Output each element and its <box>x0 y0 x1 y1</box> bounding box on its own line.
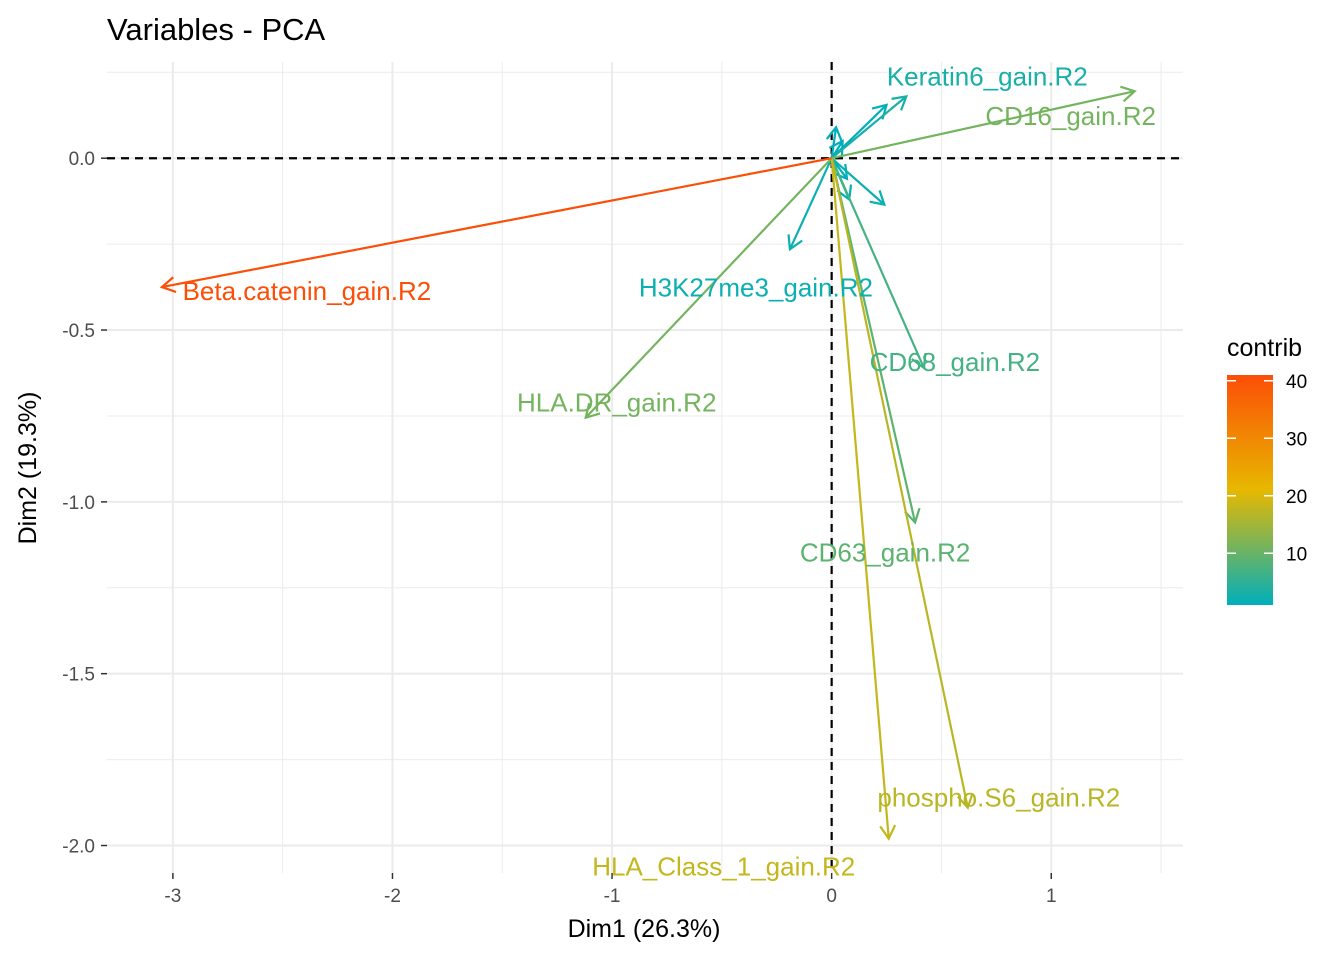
variable-arrowhead <box>904 507 921 525</box>
reference-lines <box>107 62 1183 873</box>
legend-tick-label: 10 <box>1286 544 1307 565</box>
x-axis-title: Dim1 (26.3%) <box>568 915 721 943</box>
variable-label: H3K27me3_gain.R2 <box>639 272 873 302</box>
variable-arrowhead <box>879 824 897 841</box>
contrib-legend: contrib 40 30 20 10 <box>1227 334 1307 605</box>
variable-arrowhead <box>869 190 887 207</box>
variable-label: Beta.catenin_gain.R2 <box>183 276 432 306</box>
legend-tick-label: 20 <box>1286 487 1307 508</box>
variable-label: Keratin6_gain.R2 <box>887 61 1088 91</box>
variable-arrowhead <box>911 352 927 370</box>
variable-label: phospho.S6_gain.R2 <box>877 783 1120 813</box>
x-tick-label: -2 <box>384 886 401 907</box>
variable-arrow <box>788 157 833 250</box>
variable-arrow <box>161 157 832 289</box>
variable-arrows <box>159 85 1137 841</box>
variable-arrowhead <box>825 125 843 142</box>
variable-labels: Beta.catenin_gain.R2 Keratin6_gain.R2 CD16… <box>183 61 1156 881</box>
variable-arrow <box>830 95 908 160</box>
variable-arrowhead <box>956 793 974 810</box>
axis-ticks: -3 -2 -1 0 1 0.0 -0.5 -1.0 -1.5 -2.0 <box>62 149 1056 907</box>
variable-arrow <box>830 157 886 206</box>
legend-colorbar <box>1227 375 1273 605</box>
x-tick-label: -3 <box>164 886 181 907</box>
variable-arrow <box>831 90 1135 160</box>
variable-arrowhead <box>828 139 844 157</box>
variable-arrowhead <box>1120 85 1137 103</box>
y-tick-label: -0.5 <box>62 321 95 342</box>
variable-arrow <box>830 158 890 839</box>
variable-label: HLA.DR_gain.R2 <box>517 388 716 418</box>
legend-tick-label: 30 <box>1286 429 1307 450</box>
chart-title: Variables - PCA <box>107 12 326 47</box>
y-tick-label: -2.0 <box>62 837 95 858</box>
variable-label: CD63_gain.R2 <box>800 537 971 567</box>
x-tick-label: -1 <box>604 886 621 907</box>
variable-arrow <box>830 127 838 159</box>
variable-arrowhead <box>787 234 803 252</box>
variable-arrowhead <box>159 276 177 294</box>
y-tick-label: 0.0 <box>69 149 95 170</box>
variable-label: CD68_gain.R2 <box>870 347 1041 377</box>
variable-arrow <box>830 157 969 808</box>
variable-arrowhead <box>891 94 909 111</box>
variable-arrow <box>830 157 917 523</box>
variable-arrow <box>830 157 925 369</box>
x-tick-label: 0 <box>826 886 837 907</box>
x-tick-label: 1 <box>1046 886 1057 907</box>
variable-label: HLA_Class_1_gain.R2 <box>592 852 855 882</box>
variable-arrowhead <box>584 402 601 420</box>
y-tick-label: -1.5 <box>62 665 95 686</box>
y-tick-label: -1.0 <box>62 493 95 514</box>
variable-label: CD16_gain.R2 <box>985 101 1156 131</box>
legend-tick-label: 40 <box>1286 372 1307 393</box>
variable-arrow <box>584 157 833 419</box>
legend-title: contrib <box>1227 334 1302 362</box>
y-axis-title: Dim2 (19.3%) <box>14 392 42 545</box>
grid-layer <box>107 62 1183 873</box>
